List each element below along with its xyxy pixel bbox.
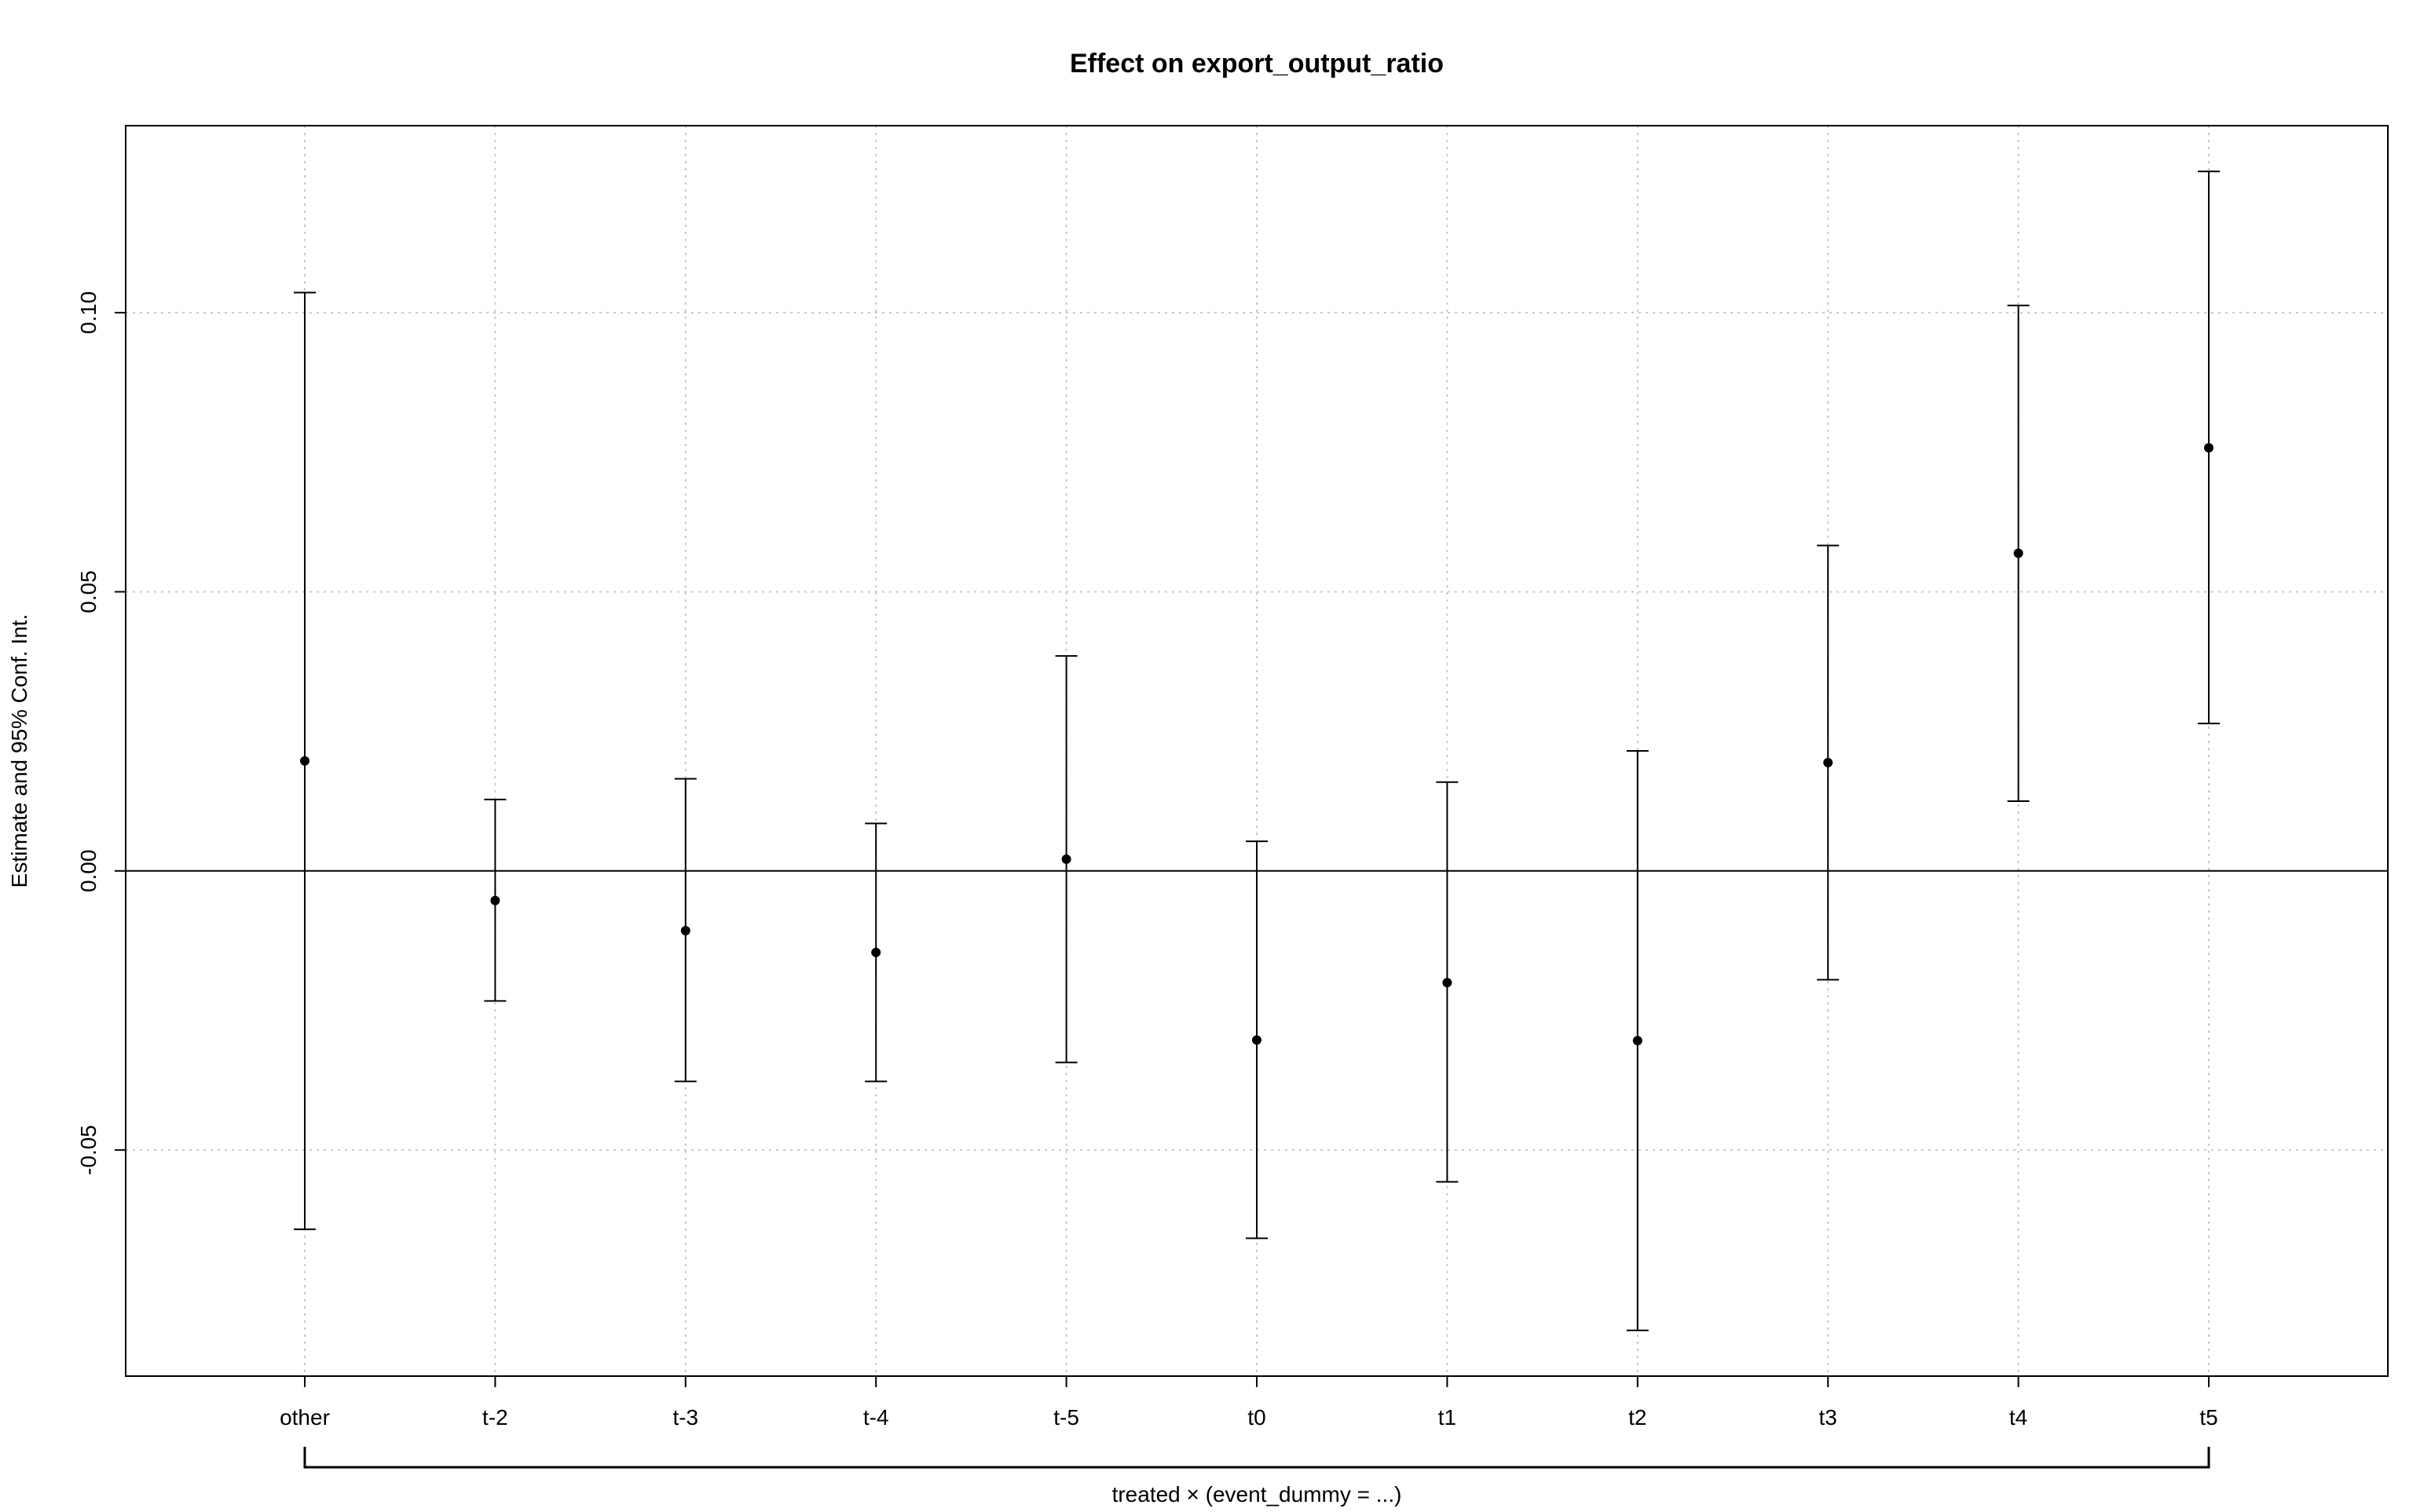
error-bar-group: [1055, 655, 1078, 1064]
x-axis: other t-2 t-3 t-4 t-5 t0 t1 t2 t3 t4 t5: [280, 1376, 2218, 1430]
chart-title: Effect on export_output_ratio: [1070, 49, 1444, 79]
estimate-point: [2013, 548, 2023, 558]
error-bar-group: [1436, 781, 1459, 1183]
x-tick-label: t-3: [672, 1405, 698, 1430]
x-tick-label: t-5: [1053, 1405, 1079, 1430]
estimate-point: [1061, 854, 1071, 864]
estimate-point: [300, 756, 309, 766]
y-tick-label: 0.10: [76, 291, 101, 335]
y-axis: -0.05 0.00 0.05 0.10: [76, 291, 126, 1175]
estimate-point: [1442, 977, 1452, 987]
error-bar-group: [294, 291, 316, 1231]
x-tick-label: t4: [2009, 1405, 2027, 1430]
estimate-point: [1632, 1035, 1642, 1045]
marks-layer: [126, 170, 2388, 1331]
x-tick-label: t5: [2199, 1405, 2217, 1430]
x-tick-label: t2: [1628, 1405, 1646, 1430]
x-tick-label: other: [280, 1405, 330, 1430]
error-bar-group: [2007, 304, 2030, 802]
x-tick-label: t-2: [482, 1405, 508, 1430]
x-tick-label: t3: [1819, 1405, 1837, 1430]
y-tick-label: 0.05: [76, 570, 101, 613]
error-bar-group: [1817, 544, 1840, 981]
estimate-point: [490, 895, 500, 906]
y-tick-label: 0.00: [76, 850, 101, 893]
error-bar-group: [1626, 750, 1649, 1331]
y-tick-label: -0.05: [76, 1125, 101, 1175]
estimate-point: [1252, 1035, 1261, 1045]
x-tick-label: t0: [1247, 1405, 1265, 1430]
error-bar-group: [674, 778, 697, 1082]
x-axis-title: treated × (event_dummy = ...): [1112, 1482, 1402, 1507]
x-tick-label: t1: [1438, 1405, 1456, 1430]
y-axis-title: Estimate and 95% Conf. Int.: [7, 614, 31, 888]
x-tick-label: t-4: [863, 1405, 889, 1430]
error-bar-group: [484, 798, 507, 1002]
estimate-point: [680, 925, 690, 935]
estimate-point: [1823, 757, 1833, 767]
error-bar-group: [1246, 840, 1268, 1239]
estimate-point: [871, 947, 881, 957]
error-bar-group: [2198, 170, 2220, 725]
error-bar-group: [865, 822, 888, 1082]
x-axis-bracket: [303, 1447, 2210, 1469]
estimate-point: [2204, 443, 2213, 453]
